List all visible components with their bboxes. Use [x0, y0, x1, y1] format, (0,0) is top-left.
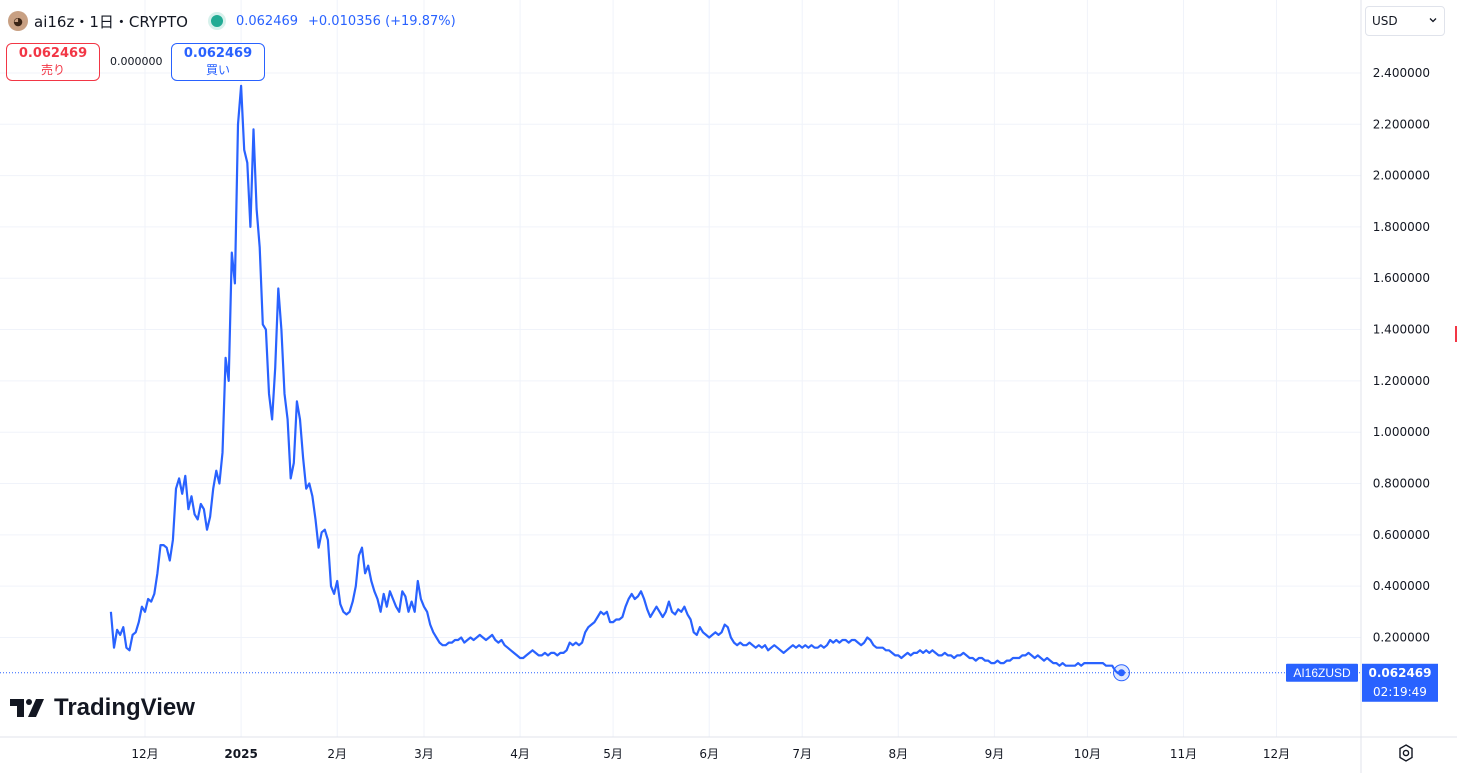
price-change: +0.010356 (+19.87%): [308, 13, 456, 29]
x-tick-label: 3月: [414, 747, 434, 761]
x-tick-label: 2月: [327, 747, 347, 761]
settings-icon: [1399, 744, 1413, 762]
time-axis[interactable]: 12月 2025 2月 3月 4月 5月 6月 7月 8月 9月 10月 11月 12月: [131, 747, 1290, 761]
price-series-line: [109, 84, 1122, 675]
chart-settings-button[interactable]: [1395, 742, 1417, 764]
x-tick-label: 12月: [1263, 747, 1290, 761]
price-tag-bg: [1362, 663, 1438, 702]
chevron-down-icon: [1428, 14, 1438, 28]
sell-button[interactable]: 0.062469 売り: [6, 43, 100, 81]
x-tick-label: 12月: [131, 747, 158, 761]
y-tick-label: 2.000000: [1373, 169, 1430, 183]
price-tag-symbol-bg: [1286, 663, 1358, 682]
tradingview-logo[interactable]: TradingView: [10, 694, 195, 722]
tradingview-logo-text: TradingView: [54, 694, 195, 721]
x-tick-label: 10月: [1074, 747, 1101, 761]
y-tick-label: 2.200000: [1373, 117, 1430, 131]
sell-price: 0.062469: [18, 46, 88, 61]
ai16z-coin-icon: ◕: [8, 11, 28, 31]
currency-select[interactable]: USD: [1365, 6, 1445, 36]
currency-value: USD: [1372, 14, 1398, 28]
x-tick-label: 4月: [510, 747, 530, 761]
y-tick-label: 1.400000: [1373, 323, 1430, 337]
spread-value: 0.000000: [110, 55, 163, 68]
price-tag-price: 0.062469: [1368, 666, 1431, 680]
x-tick-label: 5月: [603, 747, 623, 761]
symbol-header[interactable]: ◕ ai16z・1日・CRYPTO 0.062469 +0.010356 (+1…: [8, 9, 456, 33]
y-tick-label: 0.800000: [1373, 477, 1430, 491]
price-tag-countdown: 02:19:49: [1373, 685, 1427, 699]
buy-price: 0.062469: [183, 46, 253, 61]
buy-label: 買い: [205, 63, 230, 77]
symbol-title[interactable]: ai16z・1日・CRYPTO: [34, 12, 188, 31]
y-tick-label: 1.600000: [1373, 271, 1430, 285]
price-tag: AI16ZUSD 0.062469 02:19:49: [1286, 663, 1438, 702]
y-tick-label: 0.600000: [1373, 528, 1430, 542]
tradingview-logo-icon: [10, 699, 44, 717]
x-tick-label: 8月: [888, 747, 908, 761]
y-tick-label: 2.400000: [1373, 66, 1430, 80]
alert-edge-marker: [1455, 326, 1457, 342]
y-tick-label: 1.200000: [1373, 374, 1430, 388]
y-tick-label: 1.000000: [1373, 425, 1430, 439]
last-point-dot: [1118, 669, 1125, 677]
sell-label: 売り: [40, 63, 65, 77]
x-tick-label: 6月: [699, 747, 719, 761]
y-tick-label: 0.400000: [1373, 579, 1430, 593]
y-tick-label: 0.200000: [1373, 630, 1430, 644]
buy-button[interactable]: 0.062469 買い: [171, 43, 265, 81]
price-tag-symbol: AI16ZUSD: [1293, 666, 1351, 680]
x-tick-label: 11月: [1170, 747, 1197, 761]
x-tick-label: 7月: [792, 747, 812, 761]
last-price: 0.062469: [235, 13, 299, 29]
price-axis[interactable]: 2.400000 2.200000 2.000000 1.800000 1.600000…: [1373, 66, 1430, 645]
market-status-icon[interactable]: [207, 12, 226, 30]
x-tick-label: 2025: [224, 747, 257, 761]
y-tick-label: 1.800000: [1373, 220, 1430, 234]
x-tick-label: 9月: [985, 747, 1005, 761]
grid-lines: [0, 0, 1361, 737]
plot-area: [0, 0, 1361, 737]
